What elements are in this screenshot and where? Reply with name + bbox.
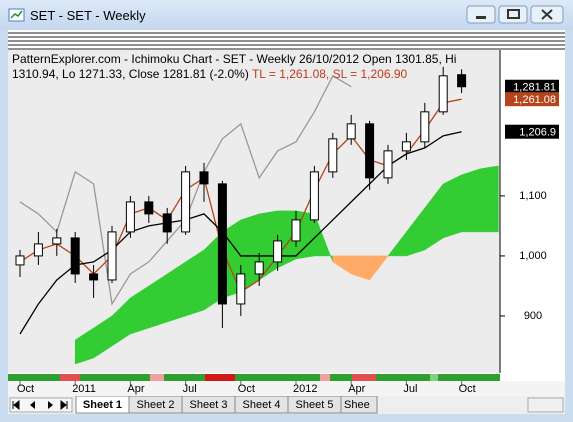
tab-label: Sheet 3 — [190, 399, 228, 411]
x-tick-label: Apr — [348, 383, 365, 395]
window-controls[interactable] — [466, 4, 566, 26]
cloud-segment — [461, 168, 481, 233]
sheet-tab[interactable]: Shee — [340, 395, 378, 414]
candle-body — [217, 183, 227, 305]
level-text: TL = 1,261.08, SL = 1,206.90 — [251, 67, 408, 81]
cloud-segment — [442, 174, 462, 239]
cloud-segment — [479, 165, 499, 233]
candle-body — [457, 74, 467, 88]
price-tag-label: 1,206.9 — [519, 127, 556, 139]
sheet-tab[interactable]: Sheet 2 — [128, 395, 183, 414]
candle-body — [144, 201, 154, 215]
candle-body — [33, 243, 43, 257]
x-tick-label: Apr — [127, 383, 144, 395]
sheet-tab[interactable]: Sheet 1 — [75, 395, 130, 414]
title-text: PatternExplorer.com - Ichimoku Chart - S… — [12, 52, 457, 81]
tab-bar: Sheet 1 Sheet 2 Sheet 3 Sheet 4 Sheet 5 Shee — [8, 395, 565, 414]
candle-body — [15, 255, 25, 266]
plot-bg — [8, 50, 500, 373]
sheet-tab[interactable]: Sheet 4 — [234, 395, 289, 414]
header-hatch — [8, 32, 565, 50]
window-title: SET - SET - Weekly — [30, 8, 146, 23]
candle-body — [328, 138, 338, 173]
candle-body — [365, 123, 375, 179]
candle-body — [438, 75, 448, 113]
cloud-segment — [369, 255, 389, 281]
candle-body — [420, 111, 430, 143]
candle-body — [199, 171, 209, 185]
price-tag-label: 1,261.08 — [513, 94, 556, 106]
sheet-tab[interactable]: Sheet 3 — [181, 395, 236, 414]
candle-body — [70, 237, 80, 275]
x-tick-label: Oct — [238, 383, 255, 395]
tab-label: Shee — [344, 399, 370, 411]
tab-strip: Sheet 1 Sheet 2 Sheet 3 Sheet 4 Sheet 5 Shee — [9, 395, 564, 414]
price-tag — [505, 124, 559, 139]
x-tick-label: Jul — [403, 383, 417, 395]
candle-body — [52, 237, 62, 245]
candle-body — [162, 213, 172, 233]
price-tag-label: 1,281.81 — [513, 82, 556, 94]
candle-body — [236, 273, 246, 305]
app-icon — [8, 8, 25, 22]
x-tick-label: Oct — [17, 383, 34, 395]
candle-body — [125, 201, 135, 233]
candle-body — [89, 273, 99, 281]
candle-body — [181, 171, 191, 233]
candle-body — [383, 150, 393, 179]
tab-bg — [340, 395, 378, 414]
y-tick-label: 900 — [524, 310, 542, 322]
x-tick-label: Oct — [459, 383, 476, 395]
x-tick-label: 2011 — [72, 383, 96, 395]
tab-label: Sheet 1 — [83, 399, 122, 411]
tab-label: Sheet 2 — [137, 399, 175, 411]
candle-body — [254, 261, 264, 275]
candle-body — [309, 171, 319, 221]
y-tick-label: 1,100 — [519, 190, 547, 202]
x-axis-bg — [8, 381, 565, 396]
candle-body — [273, 240, 283, 263]
tab-nav[interactable] — [9, 397, 73, 413]
tab-label: Sheet 5 — [296, 399, 334, 411]
sheet-tab[interactable]: Sheet 5 — [287, 395, 342, 414]
candle-body — [346, 123, 356, 140]
scrollbar[interactable] — [527, 397, 564, 413]
price-tag — [505, 92, 559, 107]
price-tag — [505, 79, 559, 94]
x-tick-label: Jul — [183, 383, 197, 395]
candle-body — [291, 219, 301, 242]
x-tick-label: 2012 — [293, 383, 317, 395]
candle-body — [401, 141, 411, 152]
title-bar: SET - SET - Weekly — [0, 0, 573, 30]
y-tick-label: 1,000 — [519, 250, 547, 262]
candle-body — [107, 231, 117, 281]
tab-label: Sheet 4 — [243, 399, 281, 411]
signal-strip — [8, 374, 500, 381]
chart-title: PatternExplorer.com - Ichimoku Chart - S… — [12, 52, 502, 82]
